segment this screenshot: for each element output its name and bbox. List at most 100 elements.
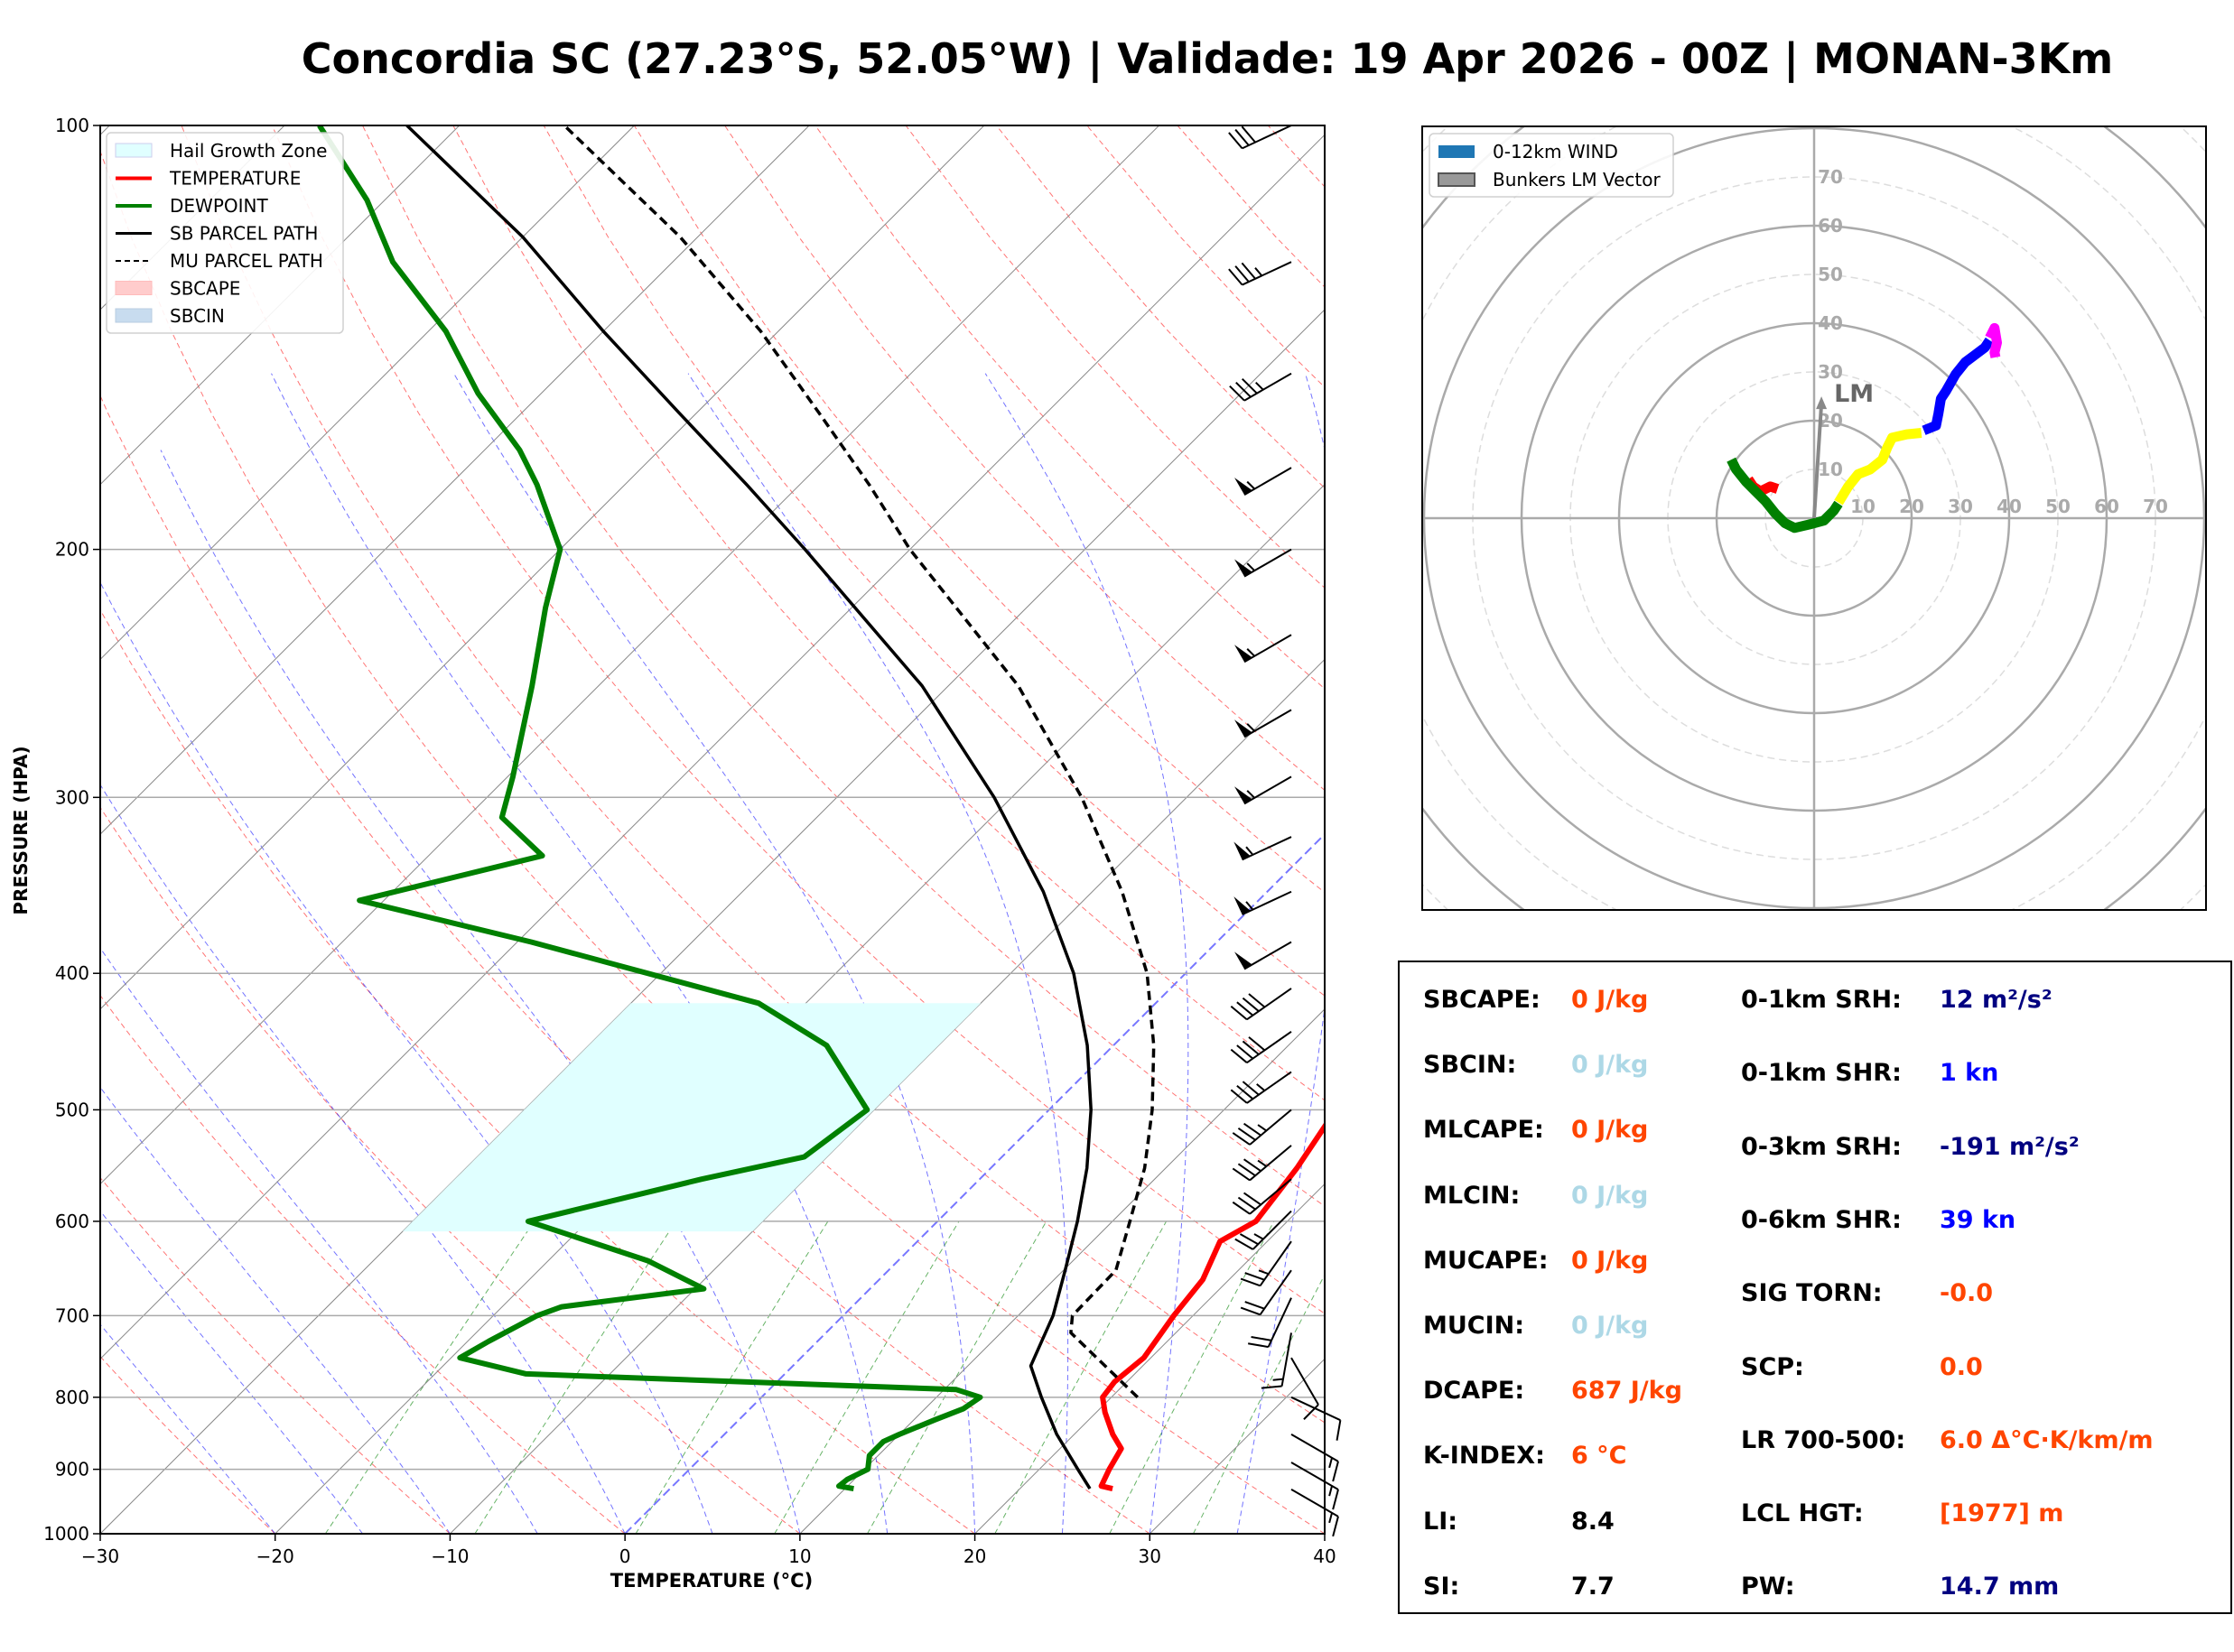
y-tick-label: 200 <box>55 539 89 561</box>
x-tick-label: −20 <box>256 1545 294 1567</box>
stat-label-mucin: MUCIN: <box>1423 1312 1525 1340</box>
wind-barb <box>1228 125 1292 150</box>
legend-box <box>106 132 344 334</box>
stat-value-sigtorn: -0.0 <box>1940 1279 1994 1308</box>
mixing-ratio-line <box>474 1220 676 1534</box>
wind-barb <box>1228 261 1292 286</box>
hodo-tick-label: 70 <box>2143 496 2168 517</box>
y-tick-label: 700 <box>55 1304 89 1326</box>
x-tick-label: 30 <box>1139 1545 1161 1567</box>
dry-adiabat <box>814 125 1325 690</box>
isotherm <box>100 309 1325 1534</box>
dry-adiabat <box>1177 125 1325 288</box>
hodo-tick-label: 10 <box>1850 496 1876 517</box>
moist-adiabat <box>100 1323 276 1534</box>
stat-label-mlcape: MLCAPE: <box>1423 1116 1544 1145</box>
hodo-segment <box>1834 428 1922 506</box>
isotherm <box>100 125 985 1010</box>
wind-barb <box>1232 1145 1292 1182</box>
dry-adiabat <box>724 125 1325 792</box>
stat-value-srh1: 12 m²/s² <box>1940 986 2052 1014</box>
legend-label: DEWPOINT <box>170 195 268 217</box>
wind-barb <box>1234 709 1292 738</box>
x-axis-label: TEMPERATURE (°C) <box>610 1570 813 1592</box>
dry-adiabat <box>100 806 801 1534</box>
mixing-ratio-line <box>774 1220 960 1534</box>
stat-value-si: 7.7 <box>1571 1572 1615 1601</box>
stat-value-scp: 0.0 <box>1940 1352 1983 1381</box>
stat-value-shr1: 1 kn <box>1940 1059 1999 1088</box>
hodo-ring <box>1472 176 2156 860</box>
stat-value-pw: 14.7 mm <box>1940 1573 2060 1601</box>
skewt-legend: Hail Growth Zone TEMPERATURE DEWPOINT SB PA… <box>106 132 344 334</box>
hodo-tick-label: 40 <box>1818 312 1843 334</box>
moist-adiabat <box>100 1210 363 1534</box>
stat-value-li: 8.4 <box>1571 1507 1615 1536</box>
legend-swatch <box>115 143 153 158</box>
hodo-tick-label: 40 <box>1997 496 2022 517</box>
mixing-ratio-line <box>1109 1220 1275 1534</box>
moist-adiabat <box>160 450 801 1534</box>
dry-adiabat <box>452 125 1325 1101</box>
hodograph-legend: 0-12km WIND Bunkers LM Vector <box>1429 133 1674 198</box>
stat-label-mucape: MUCAPE: <box>1423 1246 1549 1275</box>
moist-adiabat <box>100 947 538 1534</box>
dry-adiabat <box>100 150 1325 1534</box>
stat-value-dcape: 687 J/kg <box>1571 1377 1682 1406</box>
dry-adiabat <box>543 125 1325 997</box>
y-tick-label: 600 <box>55 1211 89 1232</box>
isotherm <box>100 134 1325 1360</box>
stat-value-mucape: 0 J/kg <box>1571 1246 1649 1275</box>
hodo-ring <box>1569 274 2059 763</box>
wind-barb <box>1234 634 1292 664</box>
skewt-frame <box>99 125 1326 1535</box>
hodo-segment <box>1922 337 1994 435</box>
series-dewpoint <box>317 125 983 1492</box>
legend-swatch <box>115 308 153 323</box>
dry-adiabat <box>100 608 975 1534</box>
wind-barb <box>1233 890 1292 916</box>
moist-adiabat <box>984 373 1189 1534</box>
y-tick-label: 800 <box>55 1387 89 1408</box>
isotherm <box>799 1008 1325 1534</box>
wind-barb <box>1230 1030 1292 1064</box>
isotherm <box>974 1183 1325 1534</box>
moist-adiabat <box>100 1086 451 1534</box>
hodo-tick-label: 30 <box>1948 496 1973 517</box>
hodo-legend-label: 0-12km WIND <box>1493 141 1618 162</box>
wind-barb <box>1234 548 1292 578</box>
moist-adiabat <box>687 373 1069 1534</box>
wind-barb <box>1240 1269 1292 1316</box>
mixing-ratio-line <box>1193 1274 1325 1534</box>
hodo-tick-label: 60 <box>2094 496 2119 517</box>
stat-value-mlcape: 0 J/kg <box>1571 1116 1649 1145</box>
series-temperature <box>1098 1121 1325 1492</box>
isotherm <box>100 125 810 835</box>
wind-barb <box>1230 988 1292 1021</box>
legend-swatch <box>1438 172 1475 187</box>
x-tick-label: 10 <box>788 1545 811 1567</box>
legend-swatch <box>1438 145 1475 158</box>
mixing-ratio-line <box>635 1220 829 1534</box>
y-tick-label: 100 <box>55 115 89 136</box>
stat-label-shr6: 0-6km SHR: <box>1741 1205 1902 1234</box>
moist-adiabat <box>1236 373 1325 1534</box>
hodo-ring <box>1422 126 2206 910</box>
legend-label: SB PARCEL PATH <box>170 223 318 245</box>
stat-label-sbcin: SBCIN: <box>1423 1051 1517 1080</box>
isotherm <box>100 125 285 311</box>
hodo-tick-label: 20 <box>1899 496 1924 517</box>
series-sb-parcel-path <box>405 125 1093 1490</box>
hodo-ring <box>1520 224 2108 812</box>
hail-growth-zone <box>402 1003 982 1232</box>
stat-label-si: SI: <box>1423 1572 1460 1601</box>
stat-label-li: LI: <box>1423 1507 1458 1536</box>
hodo-ring <box>1422 126 2206 910</box>
stat-value-kindex: 6 °C <box>1571 1442 1627 1471</box>
stat-label-scp: SCP: <box>1741 1352 1804 1381</box>
stat-label-mlcin: MLCIN: <box>1423 1181 1521 1210</box>
wind-barb <box>1234 941 1292 970</box>
wind-barb <box>1240 1240 1292 1287</box>
dry-adiabat <box>905 125 1325 589</box>
wind-barb <box>1233 836 1292 861</box>
